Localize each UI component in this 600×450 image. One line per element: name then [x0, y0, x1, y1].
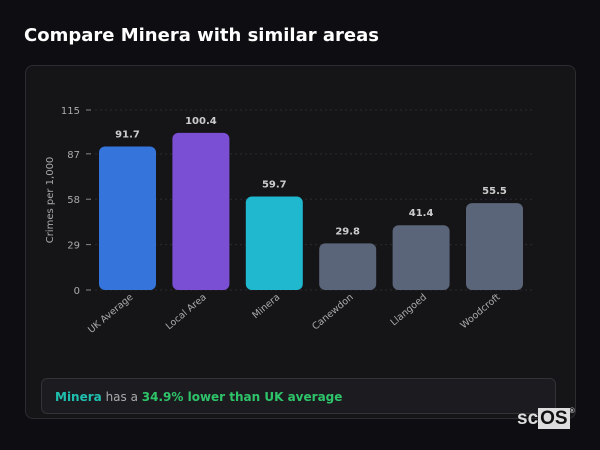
x-tick-label: UK Average [86, 292, 135, 336]
bar-woodcroft[interactable] [466, 203, 523, 290]
summary-area: Minera [55, 390, 102, 404]
data-label: 100.4 [185, 116, 217, 127]
y-tick-label: 0 [74, 286, 80, 297]
y-tick-label: 58 [67, 195, 80, 206]
data-label: 41.4 [409, 208, 434, 219]
bar-minera[interactable] [245, 196, 303, 290]
y-axis-label: Crimes per 1,000 [45, 157, 56, 244]
x-tick-label: Llangoed [389, 292, 429, 328]
x-tick-label: Woodcroft [458, 292, 502, 332]
x-tick-label: Canewdon [310, 292, 355, 333]
page-title: Compare Minera with similar areas [24, 25, 379, 46]
data-label: 29.8 [335, 226, 360, 237]
summary-text: has a [101, 390, 142, 404]
data-label: 55.5 [482, 186, 507, 197]
data-label: 91.7 [115, 129, 140, 140]
x-tick-label: Local Area [164, 292, 209, 332]
summary-box: Minera has a 34.9% lower than UK average [41, 378, 556, 414]
y-tick-label: 29 [67, 241, 80, 252]
bar-canewdon[interactable] [319, 243, 377, 290]
logo: sc OS ® [517, 408, 575, 429]
y-tick-label: 115 [61, 106, 80, 117]
x-tick-label: Minera [250, 292, 282, 321]
y-tick-label: 87 [67, 150, 80, 161]
bar-llangoed[interactable] [392, 225, 450, 290]
summary-comparison: 34.9% lower than UK average [141, 390, 343, 404]
bar-local-area[interactable] [172, 132, 230, 290]
bar-uk-average[interactable] [99, 146, 156, 290]
data-label: 59.7 [262, 180, 287, 191]
